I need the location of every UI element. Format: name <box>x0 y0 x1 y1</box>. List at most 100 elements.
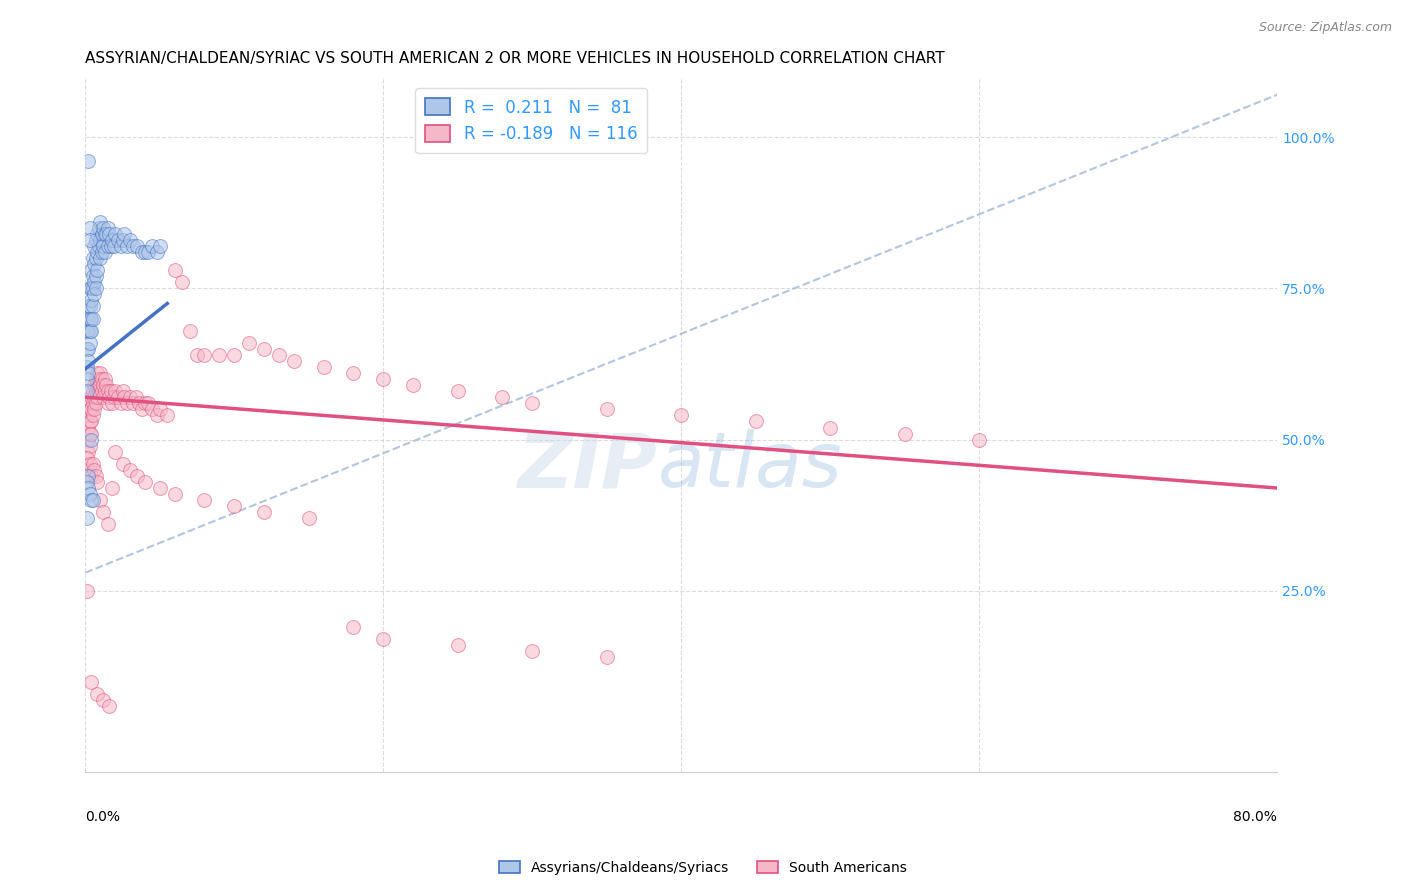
Point <box>146 409 169 423</box>
Point <box>80 281 103 295</box>
Point <box>96 227 118 241</box>
Point <box>82 251 104 265</box>
Point <box>83 390 105 404</box>
Point <box>80 311 103 326</box>
Point <box>596 650 619 665</box>
Point <box>84 469 107 483</box>
Point <box>89 251 111 265</box>
Point <box>84 251 107 265</box>
Point <box>103 239 125 253</box>
Point <box>84 372 107 386</box>
Point <box>80 414 103 428</box>
Point <box>77 311 100 326</box>
Point <box>83 275 105 289</box>
Point <box>894 426 917 441</box>
Point <box>80 433 103 447</box>
Point <box>96 378 118 392</box>
Point <box>77 409 100 423</box>
Point <box>86 245 108 260</box>
Point <box>208 348 231 362</box>
Point <box>596 402 619 417</box>
Point <box>193 348 215 362</box>
Point <box>76 450 98 465</box>
Point <box>79 281 101 295</box>
Point <box>77 154 100 169</box>
Point <box>80 493 103 508</box>
Point <box>112 390 135 404</box>
Point <box>77 433 100 447</box>
Point <box>93 384 115 399</box>
Point <box>128 396 150 410</box>
Point <box>76 511 98 525</box>
Point <box>179 324 201 338</box>
Point <box>193 493 215 508</box>
Text: ASSYRIAN/CHALDEAN/SYRIAC VS SOUTH AMERICAN 2 OR MORE VEHICLES IN HOUSEHOLD CORRE: ASSYRIAN/CHALDEAN/SYRIAC VS SOUTH AMERIC… <box>86 51 945 66</box>
Point <box>80 426 103 441</box>
Point <box>373 372 395 386</box>
Point <box>101 233 124 247</box>
Point <box>342 366 364 380</box>
Point <box>80 469 103 483</box>
Text: 80.0%: 80.0% <box>1233 810 1277 824</box>
Point <box>87 384 110 399</box>
Point <box>79 457 101 471</box>
Point <box>100 239 122 253</box>
Point <box>110 239 132 253</box>
Point <box>82 300 104 314</box>
Point <box>87 220 110 235</box>
Point <box>107 390 129 404</box>
Point <box>127 469 149 483</box>
Point <box>80 390 103 404</box>
Point <box>86 475 108 489</box>
Point <box>87 239 110 253</box>
Point <box>86 227 108 241</box>
Text: atlas: atlas <box>658 429 842 503</box>
Point <box>79 426 101 441</box>
Point <box>84 269 107 284</box>
Point <box>100 384 122 399</box>
Point <box>77 420 100 434</box>
Point <box>77 366 100 380</box>
Point <box>82 384 104 399</box>
Point <box>134 396 156 410</box>
Point <box>91 693 114 707</box>
Point <box>134 245 156 260</box>
Point <box>86 366 108 380</box>
Point <box>77 342 100 356</box>
Point <box>83 463 105 477</box>
Point <box>79 324 101 338</box>
Point <box>131 402 153 417</box>
Point <box>149 402 172 417</box>
Point <box>125 390 148 404</box>
Point <box>447 638 470 652</box>
Point <box>115 396 138 410</box>
Point <box>82 281 104 295</box>
Point <box>136 245 159 260</box>
Point <box>98 698 121 713</box>
Point <box>97 239 120 253</box>
Point <box>77 469 100 483</box>
Point <box>146 245 169 260</box>
Point <box>84 396 107 410</box>
Point <box>110 396 132 410</box>
Text: ZIP: ZIP <box>517 429 658 503</box>
Legend: Assyrians/Chaldeans/Syriacs, South Americans: Assyrians/Chaldeans/Syriacs, South Ameri… <box>494 855 912 880</box>
Point <box>141 239 163 253</box>
Legend: R =  0.211   N =  81, R = -0.189   N = 116: R = 0.211 N = 81, R = -0.189 N = 116 <box>415 88 647 153</box>
Point <box>76 475 98 489</box>
Point <box>283 354 305 368</box>
Point <box>172 275 194 289</box>
Point <box>82 409 104 423</box>
Point <box>76 372 98 386</box>
Point <box>267 348 290 362</box>
Point <box>118 233 141 247</box>
Point <box>83 378 105 392</box>
Point <box>97 220 120 235</box>
Point <box>373 632 395 647</box>
Point <box>122 396 145 410</box>
Point <box>76 342 98 356</box>
Point <box>87 372 110 386</box>
Text: Source: ZipAtlas.com: Source: ZipAtlas.com <box>1258 21 1392 34</box>
Point <box>76 324 98 338</box>
Point <box>83 402 105 417</box>
